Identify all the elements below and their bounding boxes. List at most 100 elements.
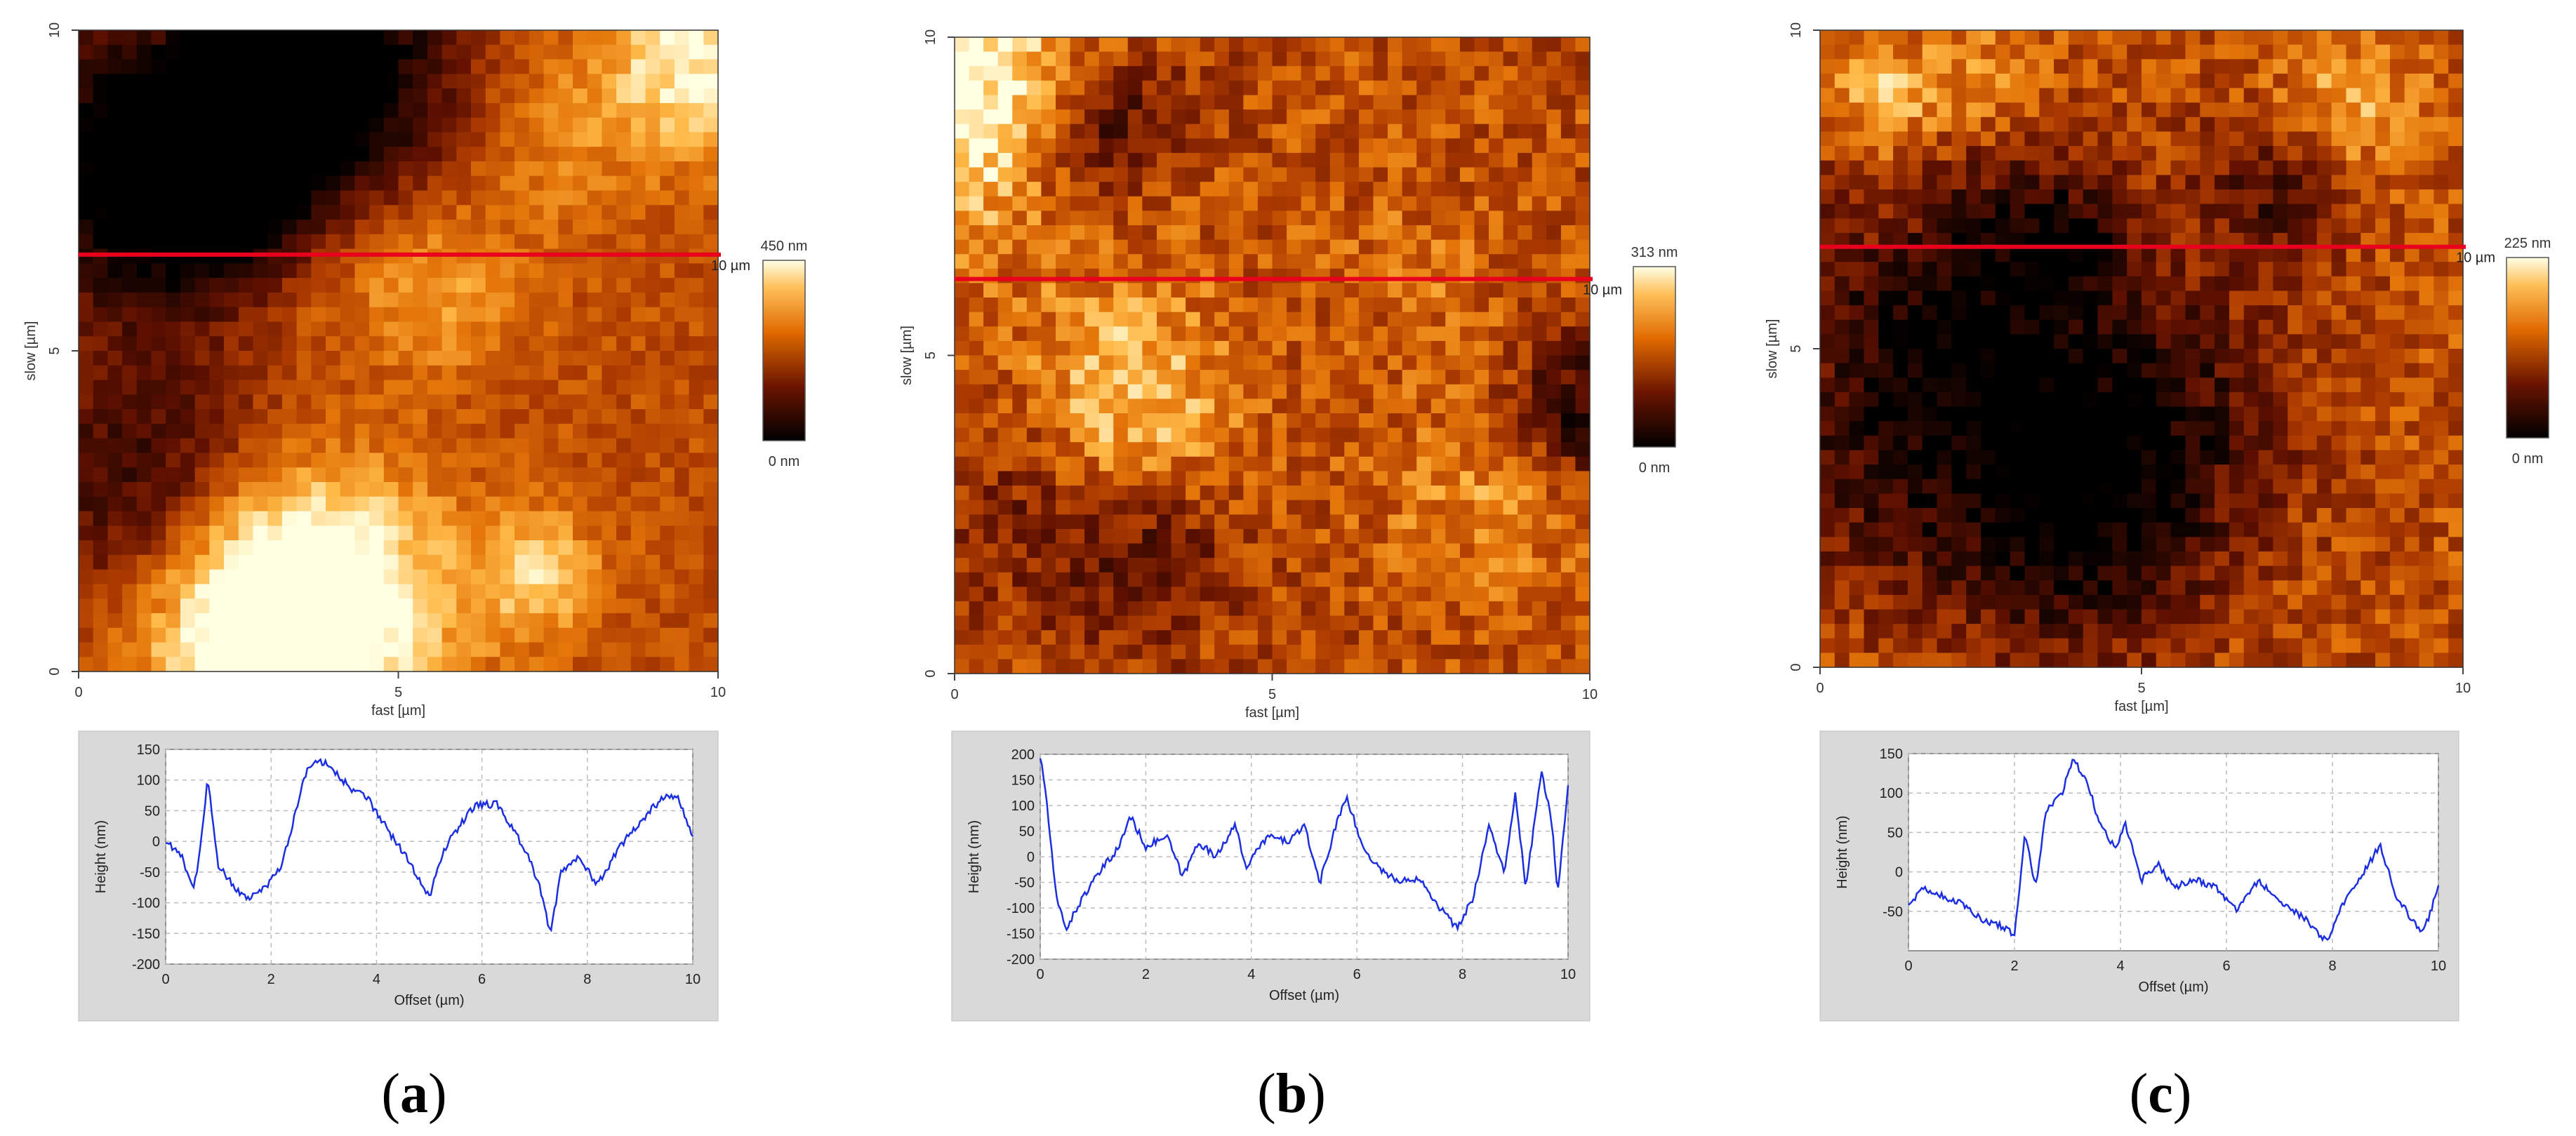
afm-pixel — [543, 351, 559, 366]
afm-pixel — [1518, 543, 1533, 559]
afm-pixel — [1200, 572, 1215, 587]
afm-pixel — [2200, 262, 2215, 277]
afm-pixel — [1301, 37, 1316, 53]
afm-pixel — [543, 423, 559, 439]
afm-pixel — [1142, 80, 1157, 95]
afm-pixel — [1228, 659, 1244, 674]
afm-pixel — [969, 109, 984, 125]
afm-pixel — [1142, 413, 1157, 429]
afm-pixel — [151, 569, 166, 584]
afm-pixel — [955, 254, 970, 269]
afm-pixel — [2024, 305, 2040, 321]
afm-pixel — [1893, 305, 1908, 321]
afm-pixel — [703, 132, 719, 147]
afm-pixel — [383, 409, 399, 425]
afm-pixel — [1056, 543, 1071, 559]
afm-pixel — [1922, 30, 1938, 46]
afm-pixel — [1560, 442, 1576, 457]
afm-pixel — [2185, 305, 2200, 321]
afm-pixel — [1995, 232, 2011, 248]
afm-pixel — [1864, 146, 1879, 161]
afm-pixel — [485, 365, 500, 381]
afm-pixel — [281, 657, 298, 672]
afm-pixel — [369, 190, 385, 206]
afm-pixel — [660, 613, 675, 629]
afm-pixel — [630, 554, 646, 570]
afm-pixel — [1518, 456, 1533, 472]
afm-pixel — [2097, 116, 2113, 132]
afm-pixel — [413, 365, 428, 381]
afm-pixel — [1157, 138, 1172, 154]
afm-pixel — [2375, 73, 2391, 89]
afm-pixel — [427, 482, 443, 497]
afm-pixel — [1893, 232, 1908, 248]
afm-pixel — [1315, 109, 1331, 125]
afm-pixel — [136, 278, 152, 293]
afm-pixel — [1445, 326, 1461, 342]
afm-pixel — [1084, 268, 1100, 283]
afm-pixel — [326, 380, 341, 395]
afm-pixel — [1329, 601, 1345, 617]
afm-pixel — [630, 278, 646, 293]
afm-pixel — [558, 554, 573, 570]
afm-pixel — [2273, 319, 2288, 335]
afm-pixel — [224, 102, 239, 119]
afm-pixel — [136, 540, 152, 556]
afm-pixel — [1518, 355, 1533, 370]
afm-pixel — [1026, 486, 1042, 501]
afm-pixel — [2068, 247, 2084, 262]
afm-pixel — [296, 161, 312, 177]
afm-pixel — [311, 496, 326, 512]
afm-pixel — [2083, 232, 2099, 248]
afm-pixel — [1127, 211, 1143, 226]
afm-pixel — [456, 161, 472, 177]
afm-pixel — [1546, 615, 1562, 631]
afm-pixel — [674, 438, 690, 453]
afm-pixel — [427, 44, 443, 60]
afm-pixel — [1127, 659, 1143, 674]
afm-pixel — [166, 44, 181, 60]
afm-pixel — [1098, 659, 1114, 674]
afm-pixel — [340, 599, 355, 614]
afm-pixel — [1937, 175, 1952, 190]
afm-pixel — [558, 263, 573, 279]
afm-pixel — [616, 102, 632, 119]
afm-pixel — [485, 627, 500, 643]
afm-pixel — [1373, 601, 1388, 617]
afm-pixel — [2375, 59, 2391, 74]
afm-pixel — [2448, 232, 2464, 248]
afm-pixel — [194, 409, 210, 425]
afm-pixel — [2156, 73, 2172, 89]
afm-pixel — [2039, 189, 2054, 205]
afm-pixel — [1820, 232, 1835, 248]
afm-pixel — [1041, 254, 1056, 269]
afm-pixel — [1142, 572, 1157, 587]
afm-pixel — [1981, 203, 1996, 219]
afm-pixel — [2054, 305, 2069, 321]
afm-pixel — [1084, 399, 1100, 414]
afm-pixel — [79, 59, 94, 74]
afm-pixel — [997, 196, 1013, 211]
afm-pixel — [107, 44, 123, 60]
afm-pixel — [253, 482, 268, 497]
afm-pixel — [1981, 131, 1996, 147]
afm-pixel — [1272, 312, 1287, 327]
afm-pixel — [1214, 239, 1230, 255]
afm-pixel — [340, 190, 355, 206]
afm-pixel — [529, 220, 545, 235]
afm-pixel — [1459, 427, 1475, 443]
afm-pixel — [107, 190, 123, 206]
afm-pixel — [983, 601, 999, 617]
afm-pixel — [1315, 427, 1331, 443]
afm-pixel — [2010, 218, 2025, 234]
afm-pixel — [2346, 247, 2361, 262]
afm-pixel — [1922, 44, 1938, 60]
afm-pixel — [573, 380, 588, 395]
afm-pixel — [2389, 189, 2405, 205]
afm-pixel — [573, 511, 588, 526]
afm-pixel — [703, 526, 719, 541]
afm-pixel — [1171, 326, 1186, 342]
afm-pixel — [543, 132, 559, 147]
afm-pixel — [1142, 167, 1157, 182]
afm-pixel — [2156, 44, 2172, 60]
